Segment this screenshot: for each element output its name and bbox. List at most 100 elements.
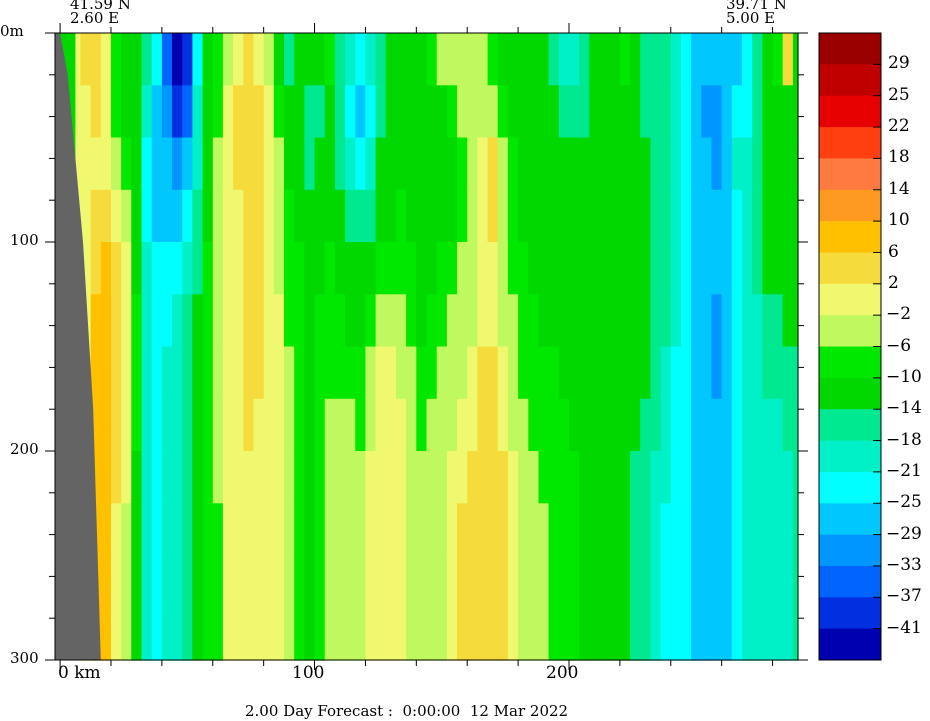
- heatmap-cell: [487, 398, 499, 452]
- heatmap-cell: [772, 607, 784, 661]
- heatmap-cell: [782, 503, 794, 557]
- heatmap-cell: [589, 33, 601, 86]
- heatmap-cell: [243, 137, 255, 191]
- heatmap-cell: [731, 398, 743, 452]
- heatmap-cell: [650, 346, 662, 400]
- heatmap-cell: [599, 346, 611, 400]
- heatmap-cell: [202, 503, 214, 557]
- heatmap-cell: [436, 137, 448, 191]
- heatmap-cell: [691, 137, 702, 191]
- heatmap-cell: [202, 555, 214, 609]
- heatmap-cell: [253, 294, 265, 348]
- heatmap-cell: [670, 346, 682, 400]
- heatmap-cell: [355, 398, 367, 452]
- heatmap-cell: [324, 398, 336, 452]
- heatmap-cell: [640, 346, 651, 400]
- heatmap-cell: [630, 294, 641, 348]
- heatmap-cell: [731, 33, 743, 86]
- heatmap-cell: [589, 294, 601, 348]
- heatmap-cell: [518, 451, 529, 504]
- heatmap-cell: [457, 242, 468, 295]
- heatmap-cell: [742, 137, 753, 191]
- colorbar-label: 2: [888, 272, 899, 293]
- heatmap-cell: [182, 137, 193, 191]
- heatmap-cell: [772, 33, 784, 86]
- heatmap-cell: [426, 189, 438, 243]
- heatmap-cell: [670, 398, 682, 452]
- heatmap-cell: [273, 607, 285, 661]
- heatmap-cell: [569, 503, 580, 557]
- heatmap-cell: [681, 137, 692, 191]
- heatmap-cell: [589, 451, 601, 504]
- heatmap-cell: [619, 242, 631, 295]
- heatmap-cell: [599, 189, 611, 243]
- heatmap-cell: [558, 242, 570, 295]
- heatmap-cell: [294, 503, 305, 557]
- heatmap-cell: [131, 503, 143, 557]
- heatmap-cell: [334, 189, 346, 243]
- heatmap-cell: [772, 85, 784, 139]
- heatmap-cell: [792, 294, 799, 348]
- heatmap-cell: [467, 607, 478, 661]
- heatmap-cell: [385, 33, 397, 86]
- heatmap-cell: [762, 189, 774, 243]
- heatmap-cell: [640, 33, 651, 86]
- heatmap-cell: [752, 398, 763, 452]
- heatmap-cell: [599, 398, 611, 452]
- heatmap-cell: [263, 242, 275, 295]
- heatmap-cell: [558, 346, 570, 400]
- heatmap-cell: [385, 137, 397, 191]
- heatmap-cell: [721, 555, 733, 609]
- heatmap-cell: [599, 503, 611, 557]
- heatmap-cell: [681, 85, 692, 139]
- heatmap-cell: [518, 242, 529, 295]
- heatmap-cell: [212, 242, 224, 295]
- heatmap-cell: [141, 451, 153, 504]
- heatmap-cell: [558, 189, 570, 243]
- heatmap-cell: [569, 242, 580, 295]
- heatmap-cell: [569, 346, 580, 400]
- heatmap-cell: [161, 451, 173, 504]
- heatmap-cell: [538, 137, 550, 191]
- heatmap-cell: [548, 607, 560, 661]
- heatmap-cell: [782, 451, 794, 504]
- heatmap-cell: [375, 398, 387, 452]
- heatmap-cell: [355, 451, 367, 504]
- heatmap-cell: [772, 398, 784, 452]
- heatmap-cell: [640, 242, 651, 295]
- heatmap-cell: [172, 33, 183, 86]
- heatmap-cell: [630, 503, 641, 557]
- heatmap-cell: [721, 33, 733, 86]
- heatmap-cell: [375, 346, 387, 400]
- heatmap-cell: [314, 398, 326, 452]
- x-tick-label-0: 0 km: [58, 663, 101, 683]
- heatmap-cell: [75, 33, 82, 86]
- heatmap-cell: [569, 607, 580, 661]
- heatmap-cell: [538, 503, 550, 557]
- heatmap-cell: [650, 451, 662, 504]
- heatmap-cell: [711, 189, 723, 243]
- heatmap-cell: [507, 451, 519, 504]
- heatmap-cell: [660, 294, 672, 348]
- heatmap-cell: [355, 503, 367, 557]
- heatmap-cell: [324, 33, 336, 86]
- heatmap-cell: [253, 451, 265, 504]
- heatmap-cell: [548, 398, 560, 452]
- heatmap-cell: [365, 555, 377, 609]
- heatmap-cell: [670, 242, 682, 295]
- heatmap-cell: [243, 242, 255, 295]
- heatmap-cell: [161, 85, 173, 139]
- colorbar-swatch: [819, 315, 881, 348]
- heatmap-cell: [263, 607, 275, 661]
- heatmap-cell: [630, 451, 641, 504]
- heatmap-cell: [182, 33, 193, 86]
- heatmap-cell: [253, 242, 265, 295]
- heatmap-cell: [90, 33, 102, 86]
- heatmap-cell: [477, 346, 489, 400]
- heatmap-cell: [467, 242, 478, 295]
- heatmap-cell: [222, 346, 234, 400]
- heatmap-cell: [396, 503, 407, 557]
- heatmap-cell: [233, 555, 244, 609]
- heatmap-cell: [182, 85, 193, 139]
